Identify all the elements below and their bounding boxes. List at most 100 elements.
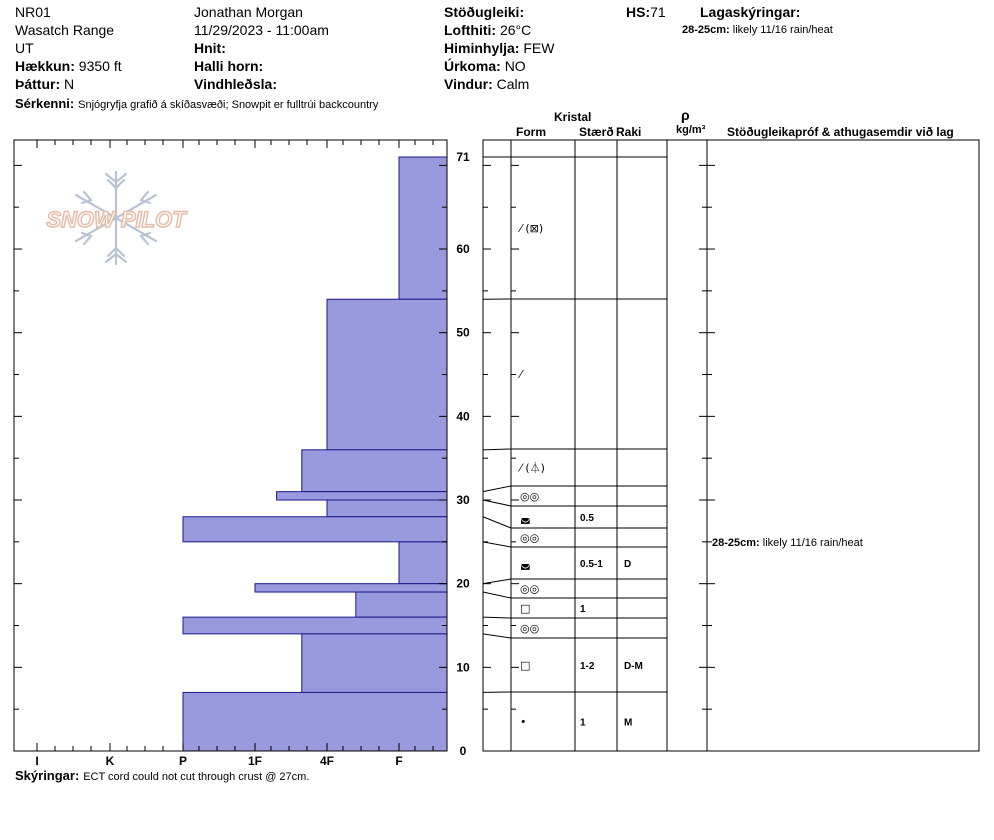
layer-annotation: 28-25cm: likely 11/16 rain/heat (712, 537, 863, 549)
hardness-bar (254, 583, 448, 593)
grain-form-symbol: ⁄ (517, 368, 524, 381)
snowflake-icon: SNOW PILOT (46, 170, 188, 266)
hardness-bar (398, 541, 448, 585)
grain-size-value: 0.5 (580, 513, 594, 524)
hardness-bar (301, 633, 448, 693)
size-header: Stærð (579, 125, 614, 139)
moisture-value: D (624, 559, 631, 570)
grain-size-value: 1-2 (580, 661, 595, 672)
sky-value: FEW (523, 40, 555, 56)
hardness-bar (326, 499, 448, 518)
layer-connector (482, 516, 512, 529)
grain-size-value: 1 (580, 718, 586, 729)
layer-connector (482, 448, 512, 451)
hardness-tick-label: 1F (248, 754, 262, 768)
aspect: Þáttur: N (15, 76, 74, 92)
hardness-tick-label: F (395, 754, 402, 768)
features: Sérkenni: Snjógryfja grafið á skíðasvæði… (15, 95, 378, 112)
form-header: Form (516, 125, 546, 139)
moisture-header: Raki (616, 125, 642, 139)
moisture-value: M (624, 718, 632, 729)
height-tick-label: 30 (456, 493, 470, 507)
wind-loading-label: Vindhleðsla: (194, 76, 277, 92)
layer-note: 28-25cm: likely 11/16 rain/heat (682, 24, 833, 37)
observer: Jonathan Morgan (194, 4, 303, 20)
layer-table: ⁄ (⊠) ⁄ ⁄ (⏃) ◎◎ ◛ 0.5 ◎◎ ◛ 0.5-1 D ◎◎ □ 1 ◎◎ □ 1-2 D-M •… (482, 139, 980, 752)
height-tick-label: 71 (456, 150, 470, 164)
pit-id: NR01 (15, 4, 51, 20)
precip-label: Úrkoma: (444, 58, 501, 74)
layer-connector (482, 541, 512, 548)
grain-form-symbol: ◎◎ (520, 532, 539, 545)
hs-value: 71 (650, 4, 666, 20)
hardness-tick-label: 4F (320, 754, 334, 768)
grain-size-value: 0.5-1 (580, 559, 603, 570)
air-temp: Lofthiti: 26°C (444, 22, 531, 38)
stability-header: Stöðugleikapróf & athugasemdir við lag (727, 125, 954, 139)
notes-text: ECT cord could not cut through crust @ 2… (83, 771, 310, 783)
grain-form-symbol: □ (520, 659, 530, 672)
wind-label: Vindur: (444, 76, 493, 92)
density-unit-header: kg/m³ (676, 124, 706, 136)
snowpilot-logo: SNOW PILOT (36, 168, 196, 268)
precip: Úrkoma: NO (444, 58, 526, 74)
sky-label: Himinhylja: (444, 40, 520, 56)
layer-connector (482, 485, 512, 493)
hardness-bars (182, 156, 448, 752)
hardness-bar (301, 449, 448, 493)
notes-label: Skýringar: (15, 768, 80, 783)
elevation-label: Hækkun: (15, 58, 75, 74)
hardness-bar (326, 298, 448, 451)
height-tick-label: 20 (456, 577, 470, 591)
hardness-tick-label: K (106, 754, 115, 768)
state: UT (15, 40, 34, 56)
datetime: 11/29/2023 - 11:00am (194, 22, 329, 38)
grain-form-symbol: ◛ (520, 557, 531, 570)
height-tick-label: 50 (456, 326, 470, 340)
hardness-bar (182, 691, 448, 752)
notes: Skýringar: ECT cord could not cut throug… (15, 767, 309, 784)
stability-label: Stöðugleiki: (444, 4, 525, 20)
grain-form-symbol: ◎◎ (520, 583, 539, 596)
height-tick-label: 40 (456, 409, 470, 423)
slope-label: Halli horn: (194, 58, 264, 74)
sky-cover: Himinhylja: FEW (444, 40, 554, 56)
coords-label: Hnit: (194, 40, 226, 56)
hardness-tick-label: I (35, 754, 38, 768)
grain-form-symbol: ⁄ (⊠) (517, 222, 543, 235)
grain-form-symbol: • (520, 716, 527, 729)
grain-size-value: 1 (580, 604, 586, 615)
logo-text: SNOW PILOT (46, 207, 187, 232)
grain-form-symbol: ◛ (520, 511, 531, 524)
air-temp-value: 26°C (499, 22, 532, 38)
rho-header: ρ (681, 107, 690, 123)
hardness-plot-frame (13, 139, 448, 752)
grain-form-symbol: ◎◎ (520, 622, 539, 635)
air-temp-label: Lofthiti: (444, 22, 497, 38)
hardness-bar (398, 156, 448, 300)
hardness-bar (276, 491, 448, 501)
layer-note-text: likely 11/16 rain/heat (732, 24, 833, 36)
hardness-bar (182, 516, 448, 543)
height-tick-label: 0 (460, 744, 467, 758)
elevation: Hækkun: 9350 ft (15, 58, 122, 74)
layer-connector (482, 591, 512, 599)
features-label: Sérkenni: (15, 96, 75, 111)
grain-form-symbol: ⁄ (⏃) (517, 461, 545, 475)
layer-connector (482, 633, 512, 639)
grain-form-symbol: ◎◎ (520, 490, 539, 503)
features-text: Snjógryfja grafið á skíðasvæði; Snowpit … (78, 99, 379, 111)
precip-value: NO (504, 58, 526, 74)
hardness-bar (182, 616, 448, 635)
aspect-value: N (64, 76, 75, 92)
hardness-bar (355, 591, 448, 618)
height-tick-label: 10 (456, 660, 470, 674)
hardness-tick-label: P (179, 754, 187, 768)
height-tick-label: 60 (456, 242, 470, 256)
crystal-header: Kristal (554, 110, 592, 124)
layer-notes-label: Lagaskýringar: (700, 4, 801, 20)
chart-frame: I K P 1F 4F F 0 10 20 30 40 50 60 71 (13, 139, 470, 768)
grain-form-symbol: □ (520, 602, 530, 615)
layer-connector (482, 616, 512, 619)
